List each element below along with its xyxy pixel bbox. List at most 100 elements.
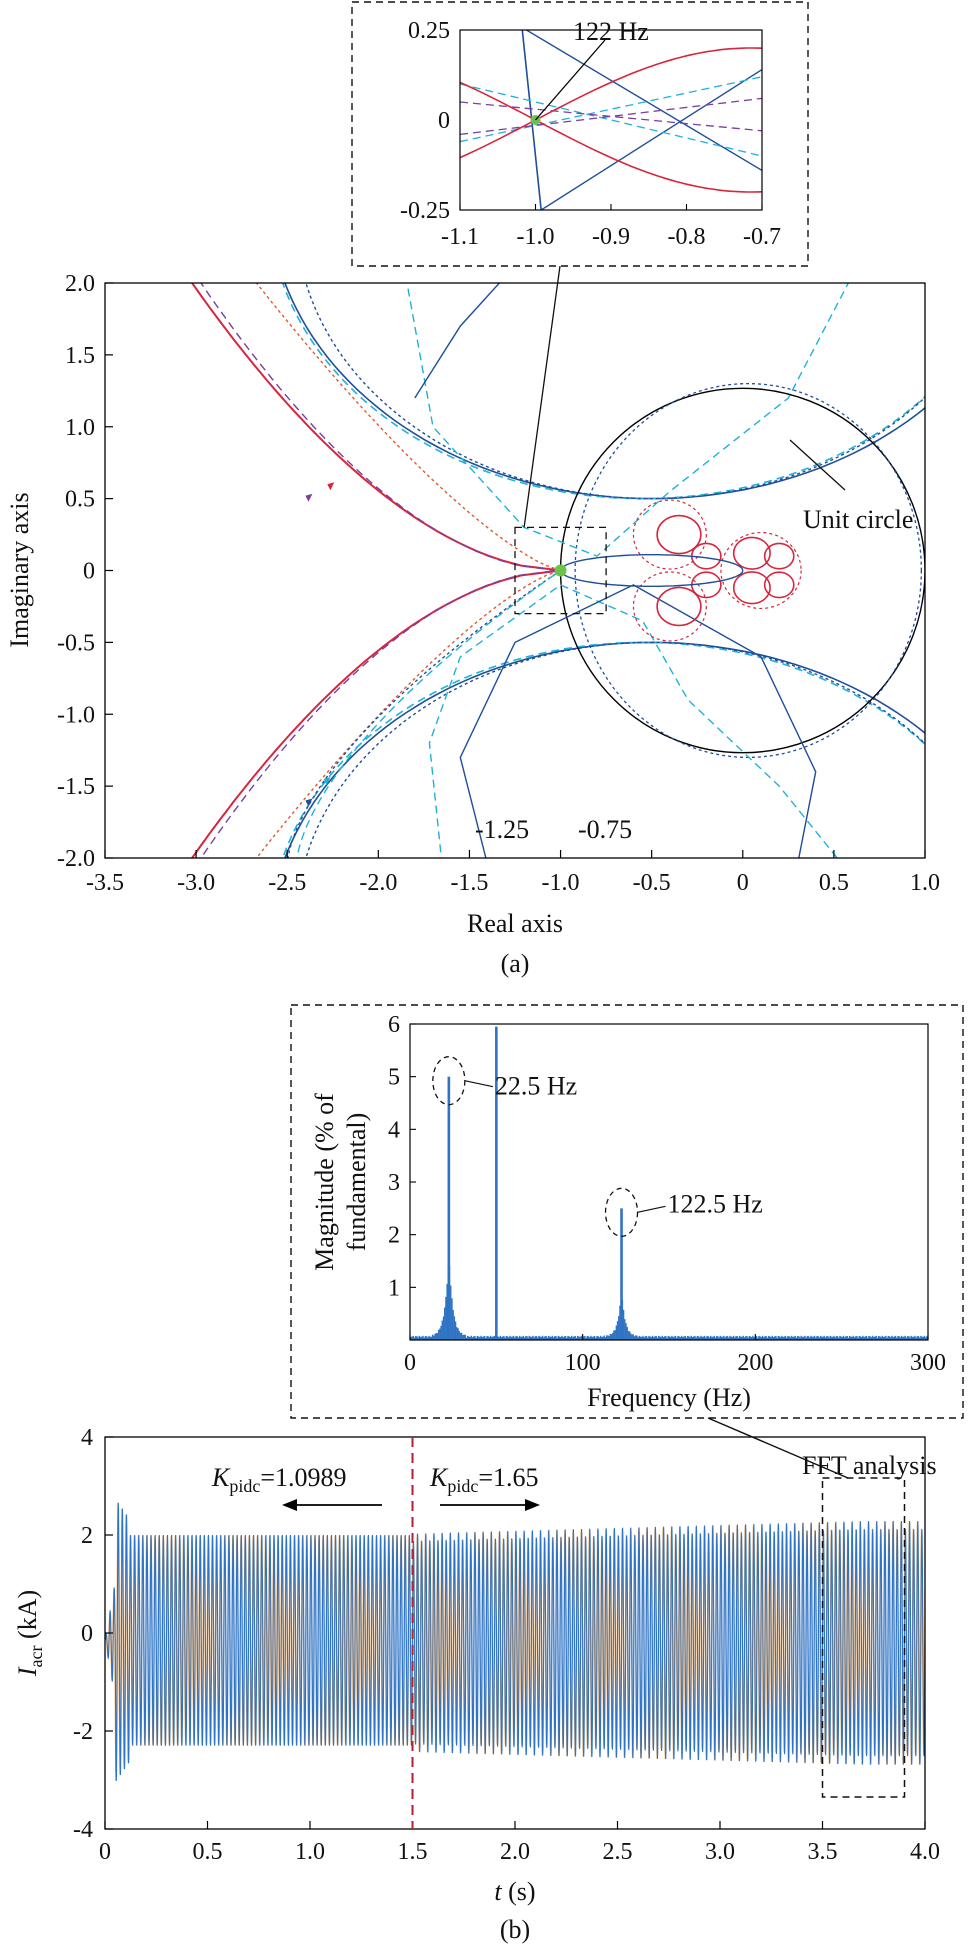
fft-bar bbox=[686, 1336, 689, 1340]
fft-bar bbox=[833, 1335, 835, 1340]
fft-bar bbox=[520, 1336, 522, 1340]
zoom-y-tick-label: -0.25 bbox=[400, 198, 450, 224]
fft-bar bbox=[789, 1337, 792, 1340]
fft-bar bbox=[598, 1337, 601, 1340]
fft-bar bbox=[650, 1336, 653, 1340]
nyquist-direction-arrow bbox=[327, 482, 335, 491]
fft-bar bbox=[921, 1336, 923, 1340]
fft-bar bbox=[566, 1337, 568, 1340]
fft-bar bbox=[619, 1305, 621, 1340]
fft-bar bbox=[905, 1337, 908, 1340]
fft-bar bbox=[728, 1337, 730, 1340]
zoom-inset-frame bbox=[351, 1, 809, 267]
fft-bar bbox=[516, 1336, 518, 1340]
nyquist-red-loop bbox=[656, 586, 702, 627]
fft-bar bbox=[541, 1335, 544, 1340]
nyquist-x-tick-label: -2.5 bbox=[268, 870, 306, 896]
fft-bar bbox=[549, 1336, 551, 1340]
fft-bar bbox=[828, 1337, 830, 1340]
fft-bar bbox=[613, 1330, 615, 1340]
fft-bar bbox=[915, 1337, 917, 1340]
fft-bar bbox=[486, 1335, 488, 1340]
fft-bar bbox=[591, 1336, 593, 1340]
fft-bar bbox=[689, 1337, 691, 1340]
fft-bar bbox=[607, 1335, 609, 1340]
fft-bar bbox=[786, 1337, 788, 1340]
fft-bar bbox=[732, 1335, 735, 1340]
fft-bar bbox=[916, 1336, 918, 1340]
fft-bar bbox=[904, 1335, 906, 1340]
fft-bar bbox=[845, 1336, 847, 1340]
fft-bar bbox=[898, 1336, 900, 1340]
time-x-tick-label: 4.0 bbox=[910, 1839, 940, 1865]
fft-bar bbox=[823, 1335, 825, 1340]
nyquist-red-dotted-loop bbox=[720, 531, 802, 610]
fft-bar bbox=[744, 1336, 747, 1340]
fft-bar bbox=[827, 1336, 829, 1340]
fft-bar bbox=[439, 1328, 441, 1340]
nyquist-direction-arrow bbox=[323, 776, 331, 785]
fft-bar bbox=[804, 1335, 806, 1340]
fft-bar bbox=[456, 1327, 458, 1340]
fft-bar bbox=[871, 1335, 874, 1340]
fft-bar bbox=[418, 1335, 421, 1340]
nyquist-cyan-outline-lower bbox=[428, 584, 839, 858]
zoom-y-tick-label: 0 bbox=[438, 108, 450, 134]
fft-bar bbox=[481, 1337, 483, 1340]
fft-bar bbox=[648, 1335, 650, 1340]
zoom-x-tick-label: -1.1 bbox=[441, 224, 479, 250]
fft-bar bbox=[601, 1336, 603, 1340]
fft-bar bbox=[735, 1336, 737, 1340]
fft-bar bbox=[471, 1337, 474, 1340]
fft-bar bbox=[748, 1335, 750, 1340]
fft-bar bbox=[464, 1334, 466, 1340]
fft-bar bbox=[711, 1336, 713, 1340]
zoom-x-ticks: -1.1 -1.0 -0.9 -0.8 -0.7 bbox=[441, 204, 781, 250]
fft-bar bbox=[570, 1335, 573, 1340]
fft-bar bbox=[474, 1335, 476, 1340]
fft-bar bbox=[701, 1336, 703, 1340]
fft-bar bbox=[802, 1336, 805, 1340]
fft-bar bbox=[618, 1316, 620, 1340]
fft-bar bbox=[767, 1335, 770, 1340]
fft-bar bbox=[709, 1335, 712, 1340]
fft-bar bbox=[801, 1336, 804, 1340]
nyquist-x-tick-label: -1.5 bbox=[450, 870, 488, 896]
nyquist-zoom-window bbox=[514, 526, 607, 615]
fft-y-tick-label: 4 bbox=[388, 1117, 400, 1143]
nyquist-y-tick-label: 0 bbox=[83, 559, 95, 585]
fft-y-label-line2: fundamental) bbox=[342, 1113, 371, 1252]
fft-bar bbox=[919, 1337, 921, 1340]
fft-bar bbox=[726, 1336, 729, 1340]
fft-bar bbox=[856, 1335, 858, 1340]
nyquist-blue-outline-lower bbox=[459, 584, 817, 858]
nyquist-upper-arc bbox=[305, 283, 925, 500]
fft-bar bbox=[809, 1337, 811, 1340]
fft-bar bbox=[428, 1335, 430, 1340]
fft-y-tick-label: 6 bbox=[388, 1012, 400, 1038]
nyquist-red-loop bbox=[732, 536, 771, 570]
fft-bar bbox=[414, 1336, 417, 1340]
fft-bar bbox=[580, 1335, 582, 1340]
fft-bar bbox=[492, 1336, 494, 1340]
fft-bar bbox=[632, 1334, 634, 1340]
fft-bar bbox=[715, 1336, 718, 1340]
fft-bar bbox=[839, 1335, 841, 1340]
fft-peak-pointer bbox=[637, 1205, 666, 1213]
fft-bar bbox=[770, 1337, 772, 1340]
nyquist-y-tick-label: 1.5 bbox=[65, 343, 95, 369]
time-y-tick-label: -2 bbox=[73, 1719, 93, 1745]
fft-bar bbox=[446, 1283, 448, 1340]
fft-inset: 0 100 200 300 1 2 3 4 5 6 22.5 Hz 122.5 Hz Freque… bbox=[290, 1004, 964, 1419]
fft-bar bbox=[708, 1337, 711, 1340]
fft-bar bbox=[656, 1337, 659, 1340]
fft-bar bbox=[573, 1336, 575, 1340]
critical-point bbox=[554, 564, 567, 577]
fft-bar bbox=[678, 1336, 680, 1340]
nyquist-x-tick-label: -0.5 bbox=[633, 870, 671, 896]
fft-bar bbox=[447, 1076, 451, 1340]
fft-bar bbox=[730, 1336, 732, 1340]
fft-bar bbox=[608, 1336, 610, 1340]
fft-bar bbox=[703, 1335, 706, 1340]
fft-bar bbox=[917, 1336, 920, 1340]
